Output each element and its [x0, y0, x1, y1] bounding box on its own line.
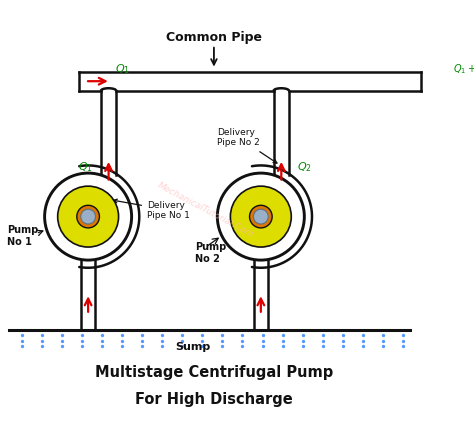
Text: $Q_1$: $Q_1$ — [78, 161, 92, 174]
Text: For High Discharge: For High Discharge — [135, 392, 293, 408]
Circle shape — [218, 173, 304, 260]
Circle shape — [249, 205, 272, 228]
Circle shape — [81, 209, 96, 224]
Text: $Q_2$: $Q_2$ — [297, 161, 312, 174]
Text: Sump: Sump — [175, 342, 210, 352]
Text: Pump
No 1: Pump No 1 — [7, 225, 38, 247]
Text: Multistage Centrifugal Pump: Multistage Centrifugal Pump — [95, 365, 333, 380]
Circle shape — [58, 186, 118, 247]
Circle shape — [230, 186, 292, 247]
Text: $Q_1+Q_2$: $Q_1+Q_2$ — [453, 62, 474, 76]
Text: $Q_1$: $Q_1$ — [115, 62, 130, 76]
Circle shape — [77, 205, 100, 228]
Text: Pump
No 2: Pump No 2 — [195, 242, 226, 264]
Text: Delivery
Pipe No 1: Delivery Pipe No 1 — [114, 199, 190, 220]
Circle shape — [45, 173, 132, 260]
Text: MechanicalTutorial.Com: MechanicalTutorial.Com — [156, 181, 255, 240]
Circle shape — [254, 209, 268, 224]
Text: Delivery
Pipe No 2: Delivery Pipe No 2 — [218, 128, 277, 163]
Text: Common Pipe: Common Pipe — [166, 31, 262, 44]
